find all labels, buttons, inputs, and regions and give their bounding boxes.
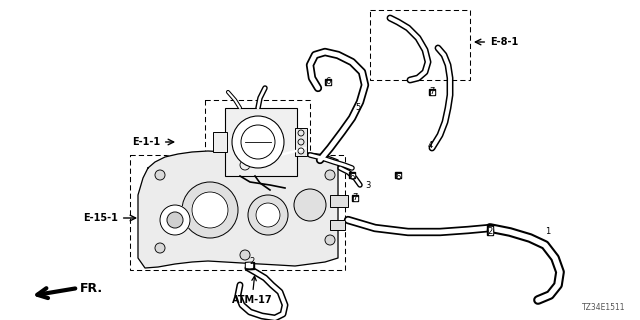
Bar (225, 108, 297, 176)
Bar (326, 81, 330, 84)
Bar (487, 225, 493, 231)
Bar (351, 173, 353, 177)
Circle shape (325, 235, 335, 245)
Bar (130, 155, 345, 270)
Circle shape (240, 250, 250, 260)
Text: 2: 2 (250, 258, 255, 267)
Bar (397, 173, 399, 177)
Circle shape (294, 189, 326, 221)
Bar (395, 172, 401, 178)
Bar (349, 172, 355, 178)
Circle shape (155, 170, 165, 180)
Bar (248, 263, 252, 267)
Bar (488, 230, 492, 234)
Text: 1: 1 (545, 228, 550, 236)
Text: 6: 6 (325, 77, 331, 86)
Bar (487, 229, 493, 235)
Text: 4: 4 (428, 140, 433, 149)
Circle shape (232, 116, 284, 168)
Circle shape (155, 243, 165, 253)
Text: E-8-1: E-8-1 (476, 37, 518, 47)
Bar (330, 195, 348, 207)
Text: TZ34E1511: TZ34E1511 (582, 303, 625, 312)
Bar (353, 196, 356, 199)
Bar (205, 100, 310, 185)
Bar (325, 79, 331, 85)
Circle shape (256, 203, 280, 227)
Bar (488, 227, 492, 229)
Circle shape (248, 195, 288, 235)
Bar (244, 261, 252, 268)
Bar (431, 91, 433, 93)
Circle shape (241, 125, 275, 159)
Text: 6: 6 (396, 173, 401, 182)
Text: E-15-1: E-15-1 (83, 213, 136, 223)
Text: E-1-1: E-1-1 (132, 137, 173, 147)
Bar (246, 261, 253, 268)
Bar (429, 89, 435, 95)
Bar (330, 220, 345, 230)
Text: 6: 6 (349, 173, 355, 182)
Bar (213, 132, 227, 152)
Circle shape (182, 182, 238, 238)
Text: 7: 7 (429, 87, 435, 97)
Bar (352, 195, 358, 201)
Text: 5: 5 (355, 103, 360, 113)
Bar (246, 263, 250, 267)
Bar (295, 128, 307, 156)
Circle shape (192, 192, 228, 228)
Text: FR.: FR. (80, 283, 103, 295)
Text: 2: 2 (488, 228, 493, 236)
Text: 3: 3 (365, 180, 371, 189)
Text: 7: 7 (352, 194, 358, 203)
Polygon shape (138, 151, 338, 268)
Bar (370, 10, 470, 80)
Circle shape (240, 160, 250, 170)
Circle shape (325, 170, 335, 180)
Text: ATM-17: ATM-17 (232, 276, 272, 305)
Circle shape (160, 205, 190, 235)
Circle shape (167, 212, 183, 228)
